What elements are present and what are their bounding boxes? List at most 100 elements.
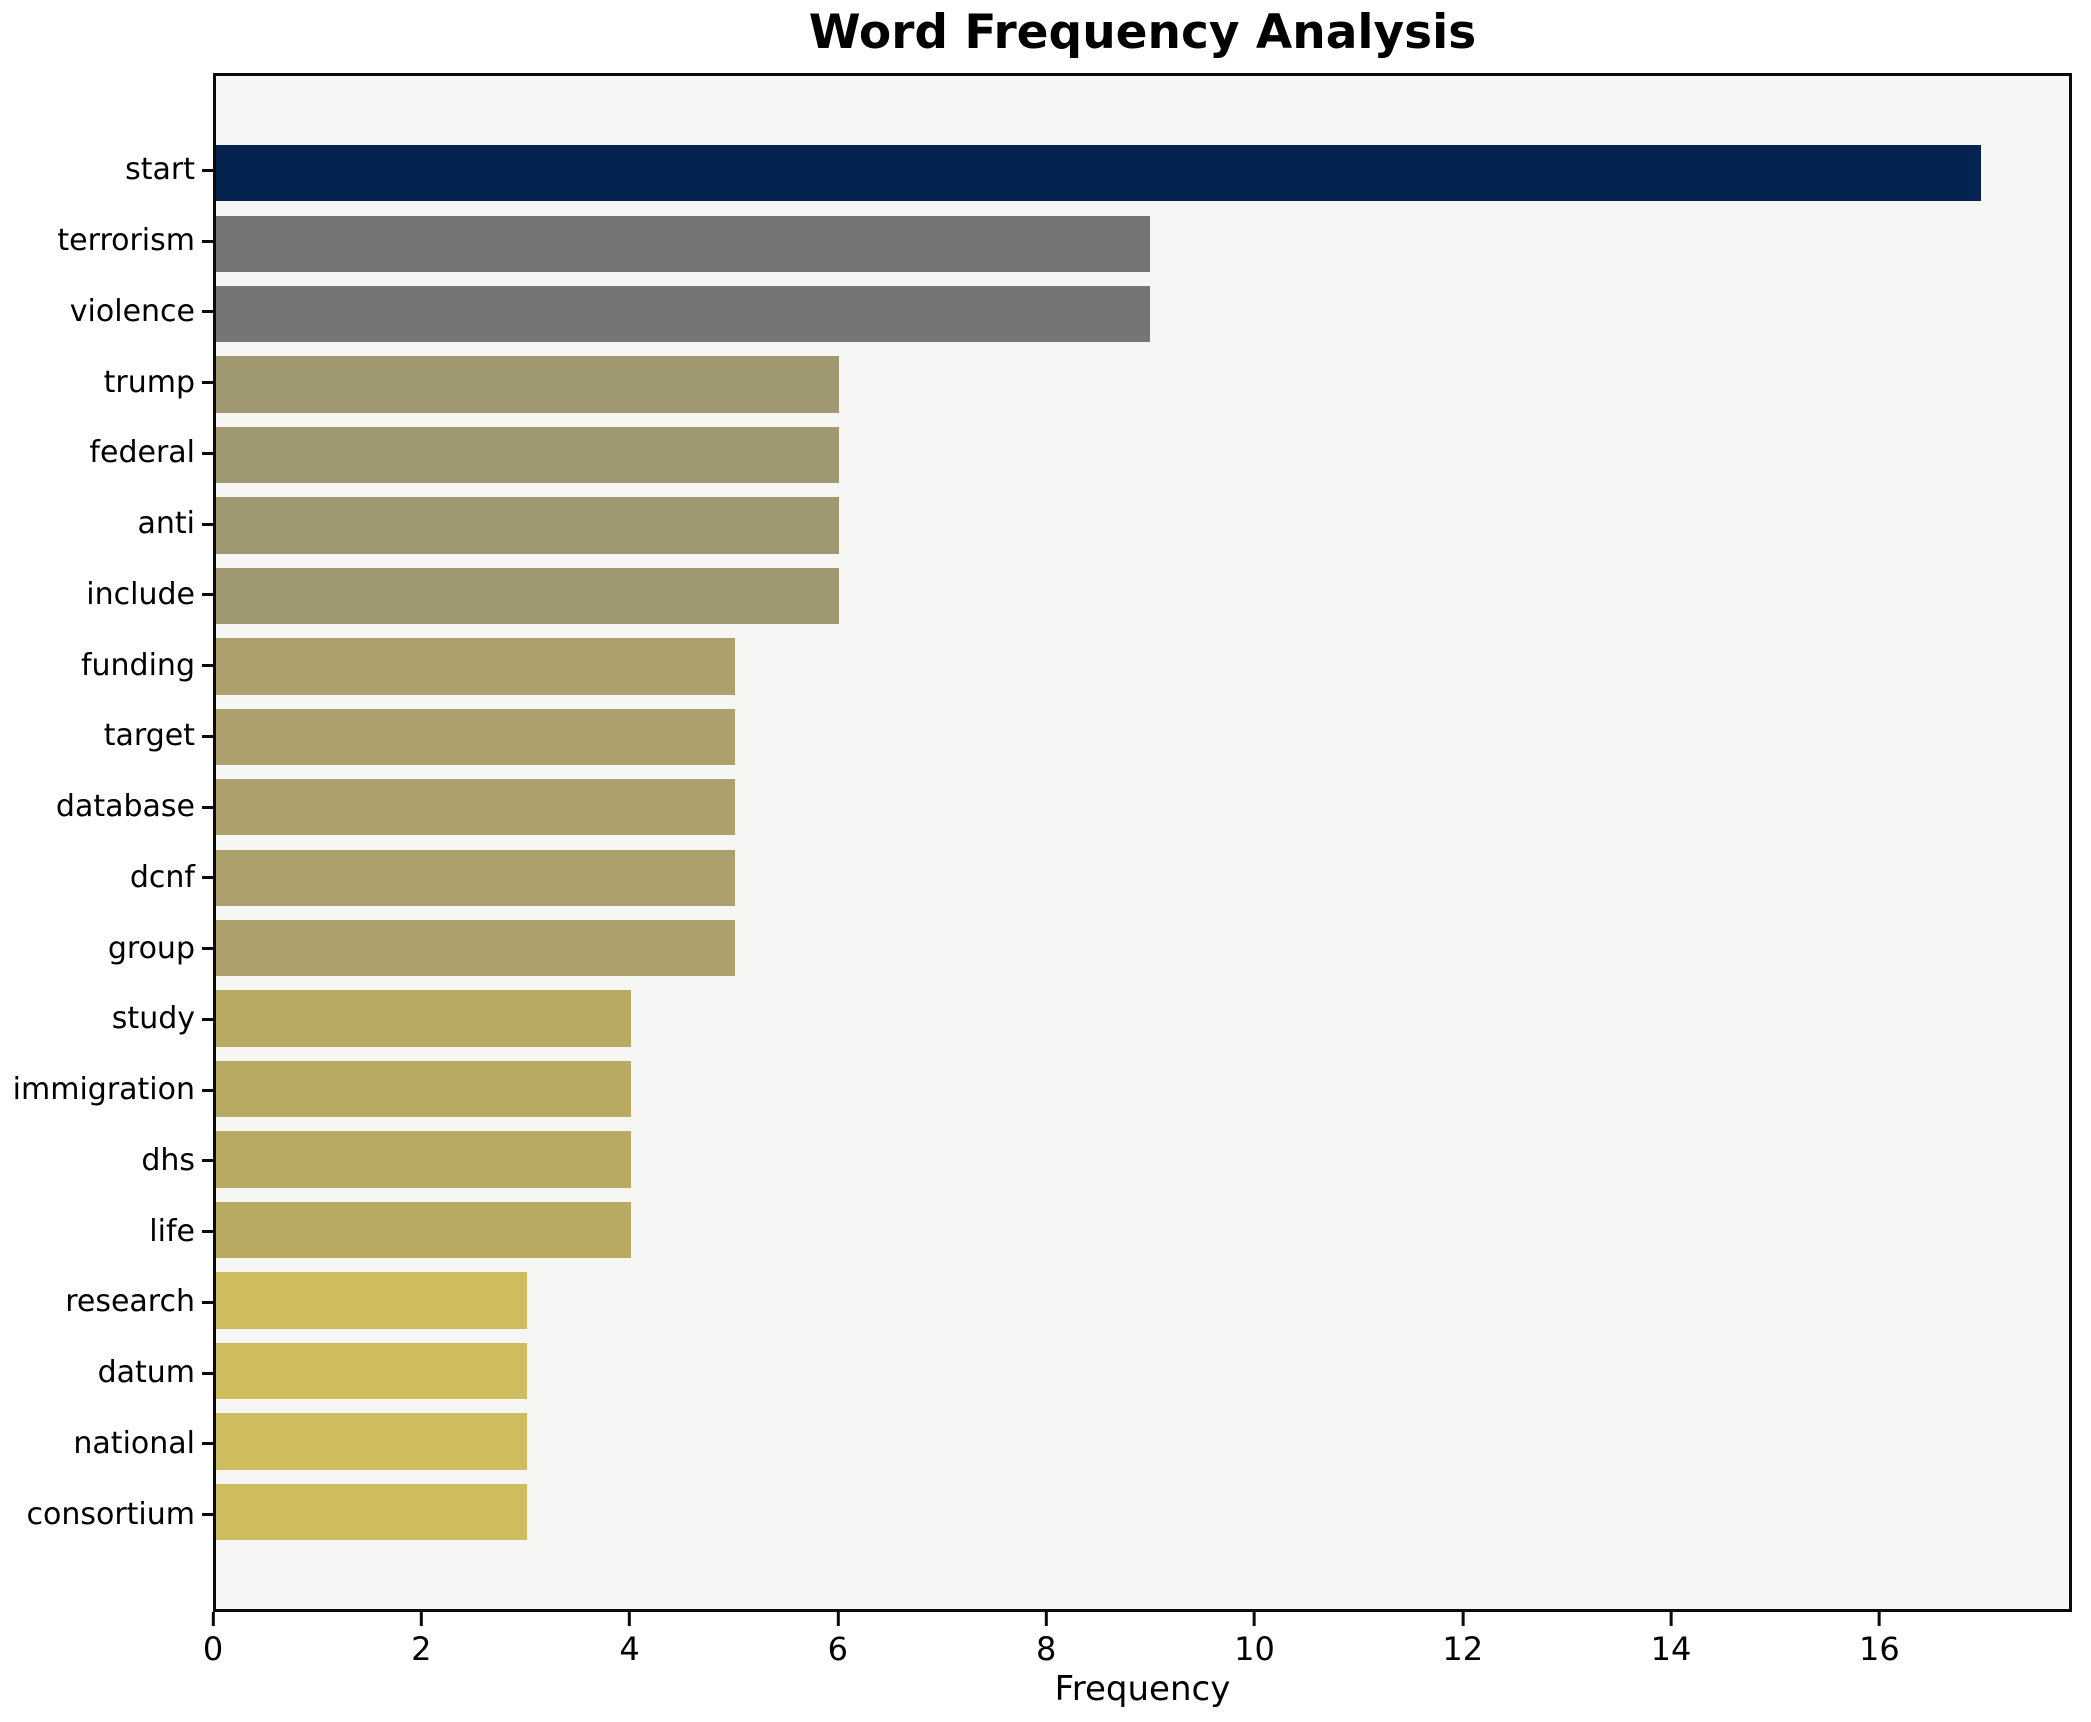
x-tick-4: 4: [619, 1612, 640, 1665]
bar-row-group: [216, 913, 2069, 983]
y-tick-row-immigration: immigration: [0, 1055, 213, 1126]
y-tick-mark: [202, 381, 213, 385]
bar-row-database: [216, 772, 2069, 842]
x-tick-0: 0: [203, 1612, 223, 1665]
y-tick-row-anti: anti: [0, 489, 213, 560]
y-tick-row-start: start: [0, 135, 213, 206]
violence-label: violence: [69, 293, 195, 329]
y-tick-mark: [202, 168, 213, 172]
y-tick-mark: [202, 664, 213, 668]
y-tick-row-study: study: [0, 984, 213, 1055]
bar-row-terrorism: [216, 208, 2069, 278]
y-tick-row-funding: funding: [0, 630, 213, 701]
datum-bar: [216, 1342, 528, 1400]
bar-row-dcnf: [216, 843, 2069, 913]
anti-label: anti: [137, 506, 196, 542]
research-bar: [216, 1272, 528, 1329]
y-tick-mark: [202, 1371, 213, 1375]
y-tick-mark: [202, 805, 213, 809]
trump-label: trump: [103, 364, 195, 400]
immigration-label: immigration: [12, 1072, 195, 1108]
x-tick-mark: [1669, 1612, 1673, 1626]
y-tick-row-consortium: consortium: [0, 1479, 213, 1550]
x-tick-mark: [1461, 1612, 1465, 1626]
y-tick-row-database: database: [0, 772, 213, 843]
x-tick-mark: [419, 1612, 423, 1626]
y-tick-mark: [202, 734, 213, 738]
y-tick-row-federal: federal: [0, 418, 213, 489]
y-tick-mark: [202, 876, 213, 880]
funding-label: funding: [80, 647, 195, 683]
federal-bar: [216, 426, 839, 484]
x-tick-label: 0: [202, 1630, 224, 1668]
y-tick-mark: [202, 239, 213, 243]
x-tick-label: 6: [827, 1630, 849, 1668]
y-tick-row-include: include: [0, 560, 213, 631]
x-tick-14: 14: [1650, 1612, 1692, 1668]
dhs-bar: [216, 1131, 632, 1188]
research-label: research: [65, 1284, 195, 1320]
study-bar: [216, 990, 632, 1047]
x-tick-label: 10: [1234, 1630, 1275, 1668]
y-tick-row-national: national: [0, 1409, 213, 1480]
x-tick-label: 8: [1035, 1630, 1057, 1668]
include-label: include: [86, 576, 195, 612]
y-tick-row-life: life: [0, 1196, 213, 1267]
y-tick-row-dcnf: dcnf: [0, 843, 213, 914]
x-tick-10: 10: [1234, 1612, 1275, 1665]
y-tick-mark: [202, 451, 213, 455]
x-tick-mark: [836, 1612, 840, 1626]
bar-row-anti: [216, 490, 2069, 560]
x-tick-label: 14: [1650, 1630, 1692, 1668]
x-tick-2: 2: [411, 1612, 431, 1665]
federal-label: federal: [89, 435, 195, 471]
national-label: national: [73, 1425, 195, 1461]
database-bar: [216, 779, 736, 836]
group-bar: [216, 920, 736, 977]
y-tick-row-datum: datum: [0, 1338, 213, 1409]
x-tick-mark: [1877, 1612, 1881, 1626]
y-axis: start terrorism violence trump federal anti in…: [0, 73, 213, 1612]
y-tick-mark: [202, 1159, 213, 1163]
trump-bar: [216, 356, 839, 413]
terrorism-label: terrorism: [57, 223, 195, 259]
consortium-label: consortium: [26, 1496, 195, 1532]
bar-row-study: [216, 983, 2069, 1053]
immigration-bar: [216, 1060, 632, 1118]
x-tick-label: 12: [1442, 1630, 1484, 1668]
y-tick-row-group: group: [0, 913, 213, 984]
terrorism-bar: [216, 215, 1151, 272]
bar-row-national: [216, 1406, 2069, 1476]
anti-bar: [216, 497, 839, 554]
bar-row-datum: [216, 1336, 2069, 1406]
x-tick-mark: [1044, 1612, 1048, 1626]
y-tick-row-target: target: [0, 701, 213, 772]
y-tick-mark: [202, 1017, 213, 1021]
y-tick-mark: [202, 947, 213, 951]
violence-bar: [216, 285, 1151, 343]
dcnf-label: dcnf: [129, 859, 195, 895]
life-bar: [216, 1201, 632, 1259]
study-label: study: [111, 1001, 195, 1037]
bar-row-life: [216, 1195, 2069, 1265]
x-tick-mark: [211, 1612, 215, 1626]
x-tick-16: 16: [1859, 1612, 1900, 1665]
x-tick-8: 8: [1036, 1612, 1056, 1665]
life-label: life: [149, 1213, 195, 1249]
funding-bar: [216, 638, 736, 695]
y-tick-mark: [202, 1230, 213, 1234]
x-tick-label: 16: [1858, 1630, 1900, 1668]
x-tick-mark: [628, 1612, 632, 1626]
dcnf-bar: [216, 849, 736, 906]
target-label: target: [103, 718, 195, 754]
y-tick-row-dhs: dhs: [0, 1126, 213, 1197]
plot-area: [213, 73, 2072, 1612]
database-label: database: [55, 789, 195, 825]
y-tick-row-terrorism: terrorism: [0, 206, 213, 277]
group-label: group: [107, 930, 195, 966]
y-tick-mark: [202, 1088, 213, 1092]
bar-row-include: [216, 561, 2069, 631]
y-tick-row-trump: trump: [0, 347, 213, 418]
y-tick-row-violence: violence: [0, 277, 213, 348]
